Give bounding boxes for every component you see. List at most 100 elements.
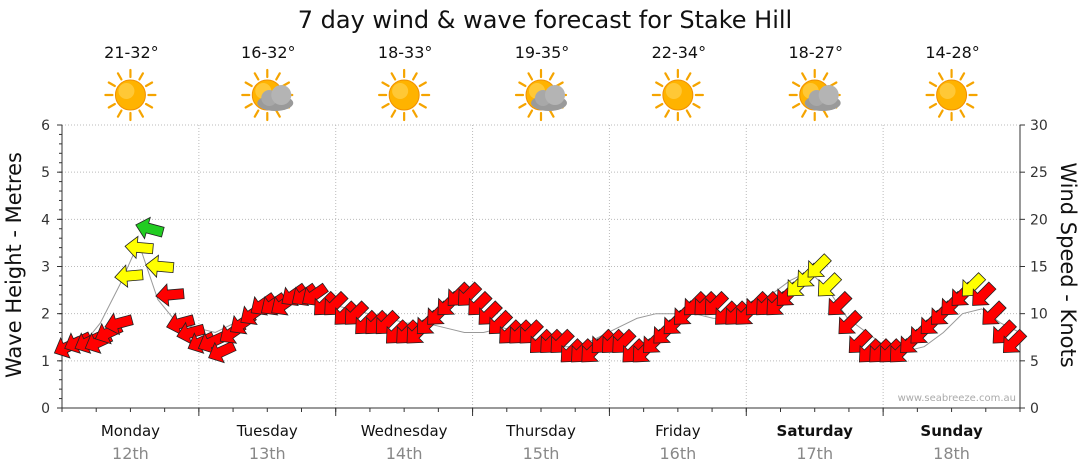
wind-arrow xyxy=(144,254,175,279)
cloud-shape xyxy=(257,85,294,111)
date-label: 14th xyxy=(386,444,423,463)
wind-arrow xyxy=(135,216,165,240)
wind-arrow xyxy=(166,312,196,336)
sun-ray xyxy=(822,72,829,81)
sun-ray xyxy=(275,72,281,81)
sun-icon xyxy=(104,68,157,122)
sun-highlight xyxy=(939,83,956,99)
wind-arrow-shape xyxy=(124,235,154,260)
cloud-part xyxy=(271,85,292,105)
sun-cloud-icon xyxy=(514,68,568,122)
wind-arrow xyxy=(838,309,863,335)
sun-ray xyxy=(275,109,281,118)
sun-ray xyxy=(116,109,123,118)
sun-ray xyxy=(244,81,253,88)
sun-icon xyxy=(651,68,704,122)
day-label: Thursday xyxy=(505,422,576,440)
wind-arrow-shape xyxy=(838,309,863,335)
watermark: www.seabreeze.com.au xyxy=(898,393,1016,404)
sun-ray xyxy=(253,72,260,81)
left-tick-label: 4 xyxy=(41,212,50,228)
sun-ray xyxy=(381,102,390,109)
left-tick-label: 2 xyxy=(41,307,50,323)
sun-ray xyxy=(418,102,427,109)
cloud-shape xyxy=(531,85,567,111)
wind-arrow xyxy=(982,300,1007,325)
sun-ray xyxy=(390,72,397,81)
sun-ray xyxy=(664,109,670,118)
temperature-label: 14-28° xyxy=(925,43,980,62)
wind-arrow-shape xyxy=(828,290,853,316)
sun-ray xyxy=(959,72,966,81)
left-tick-label: 6 xyxy=(41,118,50,134)
wind-arrow-shape xyxy=(982,300,1007,325)
sun-ray xyxy=(928,81,938,88)
wind-arrow xyxy=(197,331,227,354)
day-label: Wednesday xyxy=(361,422,448,440)
sun-ray xyxy=(692,81,701,88)
wind-arrow-shape xyxy=(155,283,185,307)
wind-arrow-shape xyxy=(176,321,206,345)
wind-arrow xyxy=(817,272,843,297)
wind-arrow xyxy=(124,235,154,260)
sun-ray xyxy=(527,72,534,81)
wind-arrow-shape xyxy=(144,254,175,279)
day-label: Sunday xyxy=(920,422,983,440)
wind-arrow xyxy=(972,281,997,306)
date-label: 15th xyxy=(523,444,560,463)
right-tick-label: 15 xyxy=(1030,260,1048,276)
day-label: Monday xyxy=(101,422,160,440)
sun-ray xyxy=(381,81,390,88)
temperature-label: 18-27° xyxy=(788,43,843,62)
wind-arrow xyxy=(176,321,206,345)
sun-icon xyxy=(378,68,431,122)
sun-ray xyxy=(928,102,938,109)
wind-arrows xyxy=(53,216,1028,364)
wind-arrow-shape xyxy=(1002,328,1028,354)
wind-arrow-shape xyxy=(817,272,843,297)
wind-arrow xyxy=(807,253,832,278)
sun-ray xyxy=(527,109,534,118)
sun-ray xyxy=(685,109,692,118)
wind-arrow xyxy=(114,264,144,288)
right-axis-label: Wind Speed - Knots xyxy=(1056,162,1080,367)
sun-ray xyxy=(107,102,116,109)
wind-arrow xyxy=(828,290,853,316)
temperature-label: 16-32° xyxy=(241,43,296,62)
sun-cloud-icon xyxy=(241,68,294,122)
date-label: 18th xyxy=(933,444,970,463)
left-tick-label: 3 xyxy=(41,260,50,276)
wind-arrow-shape xyxy=(807,253,832,278)
right-tick-label: 10 xyxy=(1030,307,1048,323)
sun-ray xyxy=(144,102,154,109)
sun-ray xyxy=(801,109,807,118)
wind-arrow xyxy=(1002,328,1028,354)
right-tick-label: 20 xyxy=(1030,212,1048,228)
sun-ray xyxy=(107,81,116,88)
sun-ray xyxy=(966,81,975,88)
wind-arrow-shape xyxy=(135,216,165,240)
day-label: Friday xyxy=(655,422,701,440)
temperature-label: 19-35° xyxy=(515,43,570,62)
left-tick-label: 0 xyxy=(41,401,50,417)
sun-ray xyxy=(548,72,555,81)
date-label: 12th xyxy=(112,444,149,463)
sun-ray xyxy=(655,81,664,88)
sun-ray xyxy=(418,81,427,88)
sun-ray xyxy=(685,72,692,81)
right-tick-label: 0 xyxy=(1030,401,1039,417)
sun-ray xyxy=(822,109,829,118)
sun-highlight xyxy=(392,83,409,99)
date-label: 13th xyxy=(249,444,286,463)
sun-ray xyxy=(801,72,807,81)
temperature-label: 22-34° xyxy=(652,43,707,62)
sun-ray xyxy=(966,102,975,109)
sun-ray xyxy=(959,109,966,118)
wind-arrow-shape xyxy=(166,312,196,336)
sun-ray xyxy=(253,109,260,118)
grid xyxy=(62,124,1020,408)
sun-ray xyxy=(791,102,801,109)
axes: 0 1 2 3 4 5 6 0 5 10 15 20 25 30 Monday 12th Tuesday 13th… xyxy=(41,118,1048,463)
right-tick-label: 30 xyxy=(1030,118,1048,134)
sun-ray xyxy=(937,109,944,118)
